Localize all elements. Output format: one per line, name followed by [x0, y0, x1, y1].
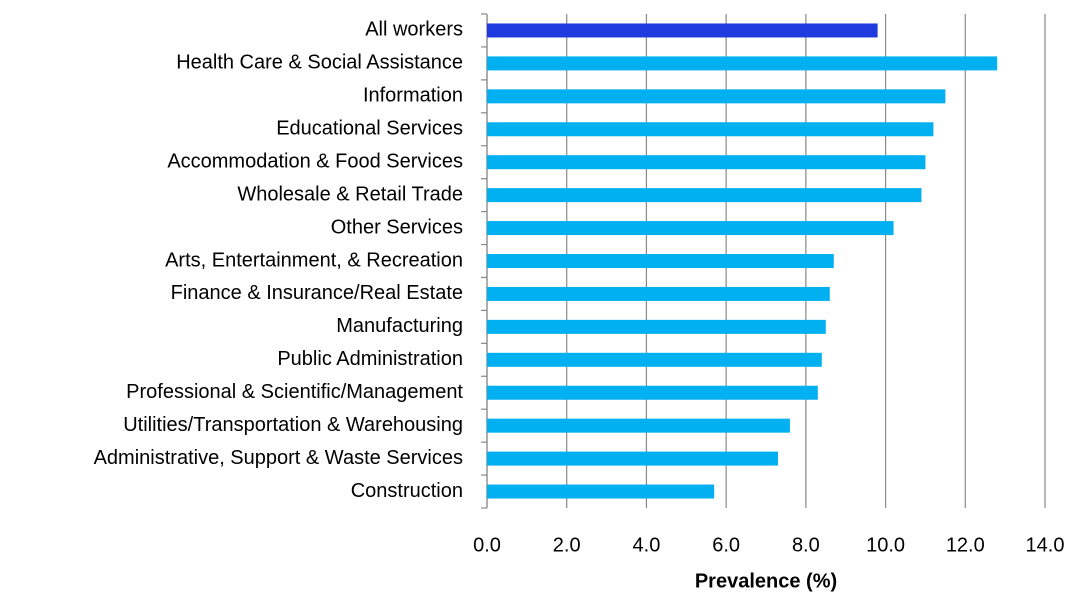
bar	[487, 89, 946, 104]
bar	[487, 23, 878, 38]
x-tick-label: 14.0	[1026, 534, 1065, 556]
x-tick-label: 12.0	[946, 534, 985, 556]
bar	[487, 385, 818, 400]
y-tick-label: Administrative, Support & Waste Services	[94, 447, 463, 469]
y-tick-label: Professional & Scientific/Management	[126, 381, 463, 403]
x-tick-label: 8.0	[792, 534, 820, 556]
x-tick-label: 10.0	[866, 534, 905, 556]
y-tick-label: Information	[363, 85, 463, 107]
bar	[487, 451, 778, 466]
y-tick-label: Public Administration	[277, 348, 463, 370]
x-tick-label: 6.0	[712, 534, 740, 556]
bar	[487, 352, 822, 367]
bar	[487, 155, 926, 170]
bar	[487, 188, 922, 203]
y-tick-label: Utilities/Transportation & Warehousing	[123, 414, 463, 436]
y-tick-label: Manufacturing	[336, 315, 463, 337]
y-tick-label: Accommodation & Food Services	[167, 150, 463, 172]
x-tick-label: 0.0	[473, 534, 501, 556]
bar	[487, 254, 834, 268]
y-tick-label: Other Services	[331, 216, 463, 238]
y-tick-label: Arts, Entertainment, & Recreation	[165, 249, 463, 271]
y-tick-label: Educational Services	[276, 118, 463, 140]
x-tick-label: 4.0	[633, 534, 661, 556]
bar	[487, 56, 998, 71]
bar	[487, 319, 826, 334]
bar	[487, 221, 894, 236]
y-tick-label: All workers	[365, 19, 463, 41]
y-tick-label: Construction	[351, 480, 463, 502]
x-axis-title: Prevalence (%)	[695, 570, 837, 592]
y-tick-label: Wholesale & Retail Trade	[237, 183, 463, 205]
y-tick-label: Finance & Insurance/Real Estate	[171, 282, 463, 304]
bar	[487, 122, 934, 137]
bar	[487, 286, 830, 301]
bar	[487, 418, 790, 433]
x-tick-label: 2.0	[553, 534, 581, 556]
y-tick-label: Health Care & Social Assistance	[176, 52, 463, 74]
bar	[487, 484, 715, 499]
